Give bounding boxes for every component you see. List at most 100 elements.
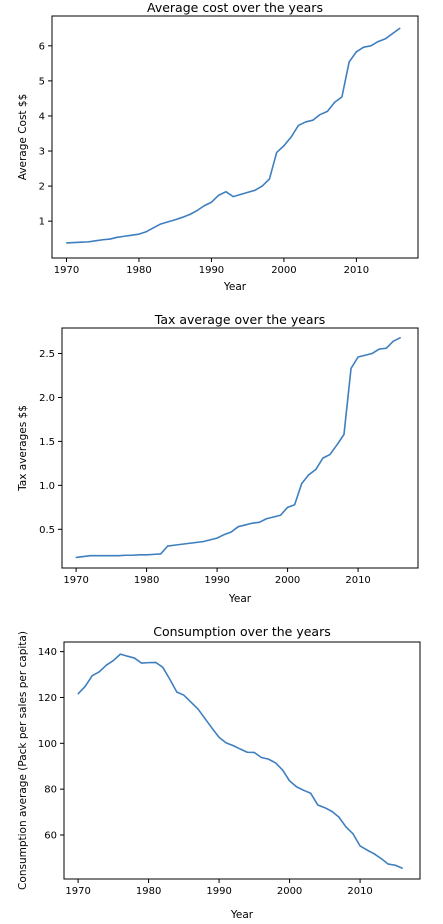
tax-y-tick-label: 1.0 [39,481,55,492]
consumption-data-point [169,678,171,680]
consumption-data-point [352,833,354,835]
tax-data-point [174,544,176,546]
tax-data-point [195,541,197,544]
cost-data-point [297,124,300,127]
cost-data-point [326,110,329,112]
consumption-data-point [126,655,129,657]
tax-data-point [160,553,162,555]
consumption-y-tick-label: 80 [44,785,57,796]
consumption-data-point [105,664,107,666]
tax-data-point [385,347,387,349]
consumption-plot-frame [63,641,421,880]
consumption-data-point [303,789,305,791]
consumption-data-point [225,742,227,744]
consumption-x-tick-label: 1980 [136,886,161,897]
cost-data-point [109,238,111,240]
tax-x-tick-label: 1990 [204,575,229,586]
consumption-chart: Consumption over the years 1970 1980 1990 20… [0,620,443,924]
tax-data-point [279,514,282,516]
consumption-data-point [267,758,270,760]
tax-data-point [294,504,296,506]
tax-y-tick-label: 1.5 [39,437,55,448]
cost-series-line [66,27,401,244]
cost-data-point [355,51,357,53]
cost-y-tick-label: 6 [39,41,45,52]
cost-data-point [254,189,256,191]
consumption-y-tick-label: 120 [38,693,57,704]
tax-data-point [181,543,183,545]
tax-data-point [286,506,289,508]
tax-data-point [202,541,204,543]
consumption-data-point [183,694,185,696]
cost-data-point [189,213,191,216]
tax-data-point [301,483,303,485]
consumption-data-point [147,662,150,664]
consumption-data-point [176,691,178,693]
tax-data-point [265,518,268,520]
consumption-data-point [91,675,93,677]
consumption-series-line [77,653,403,869]
consumption-data-point [359,845,361,847]
cost-data-point [261,185,263,187]
consumption-data-point [296,786,298,788]
cost-data-point [138,233,140,235]
cost-data-point [131,234,133,236]
tax-series-line [76,336,401,559]
tax-data-point [357,356,359,358]
tax-data-point [230,531,232,533]
tax-data-point [371,352,373,355]
tax-data-point [110,555,112,557]
cost-data-point [247,191,249,194]
consumption-data-point [310,792,312,794]
tax-data-point [315,468,317,471]
consumption-data-point [112,659,114,662]
tax-average-chart-svg: Tax average over the years 1970 1980 1990 20… [17,312,419,605]
consumption-data-point [401,867,403,869]
consumption-data-point [133,657,136,659]
consumption-data-point [204,717,206,720]
consumption-data-point [119,653,121,655]
consumption-data-point [98,671,100,673]
tax-data-point [216,537,218,539]
consumption-x-tick-label: 1970 [65,886,90,897]
consumption-data-point [211,727,213,729]
cost-data-point [203,205,205,207]
cost-data-point [196,210,198,212]
consumption-data-point [84,685,86,688]
consumption-data-point [288,780,291,782]
consumption-y-axis-label: Consumption average (Pack per sales per … [17,631,29,890]
cost-data-point [319,113,321,116]
cost-data-point [348,61,350,63]
cost-data-point [239,193,242,196]
consumption-y-tick-label: 60 [44,830,57,841]
tax-data-point [350,367,352,370]
tax-data-point [343,433,345,435]
cost-chart-title: Average cost over the years [147,0,323,15]
consumption-x-tick-label: 1990 [206,886,231,897]
tax-data-point [322,457,324,459]
cost-data-point [94,240,97,242]
tax-x-tick-label: 1980 [134,575,159,586]
consumption-data-point [387,863,389,865]
tax-average-chart: Tax average over the years 1970 1980 1990 20… [0,310,443,610]
tax-data-point [96,555,98,557]
consumption-data-point [317,804,319,806]
cost-data-point [116,236,118,238]
cost-x-axis-label: Year [223,281,247,293]
tax-x-tick-label: 2000 [275,575,300,586]
cost-data-point [218,194,220,196]
consumption-x-axis-label: Year [230,909,254,921]
tax-data-point [103,555,105,557]
cost-data-point [377,41,379,43]
consumption-data-point [345,826,347,828]
consumption-data-point [338,816,340,818]
tax-data-point [188,542,190,544]
tax-data-point [336,444,338,446]
tax-data-point [223,533,225,536]
cost-data-point [392,32,394,35]
cost-data-point [181,216,184,218]
cost-data-point [268,178,271,180]
consumption-y-tick-label: 100 [38,739,57,750]
cost-data-point [80,241,82,243]
cost-data-point [334,101,336,103]
